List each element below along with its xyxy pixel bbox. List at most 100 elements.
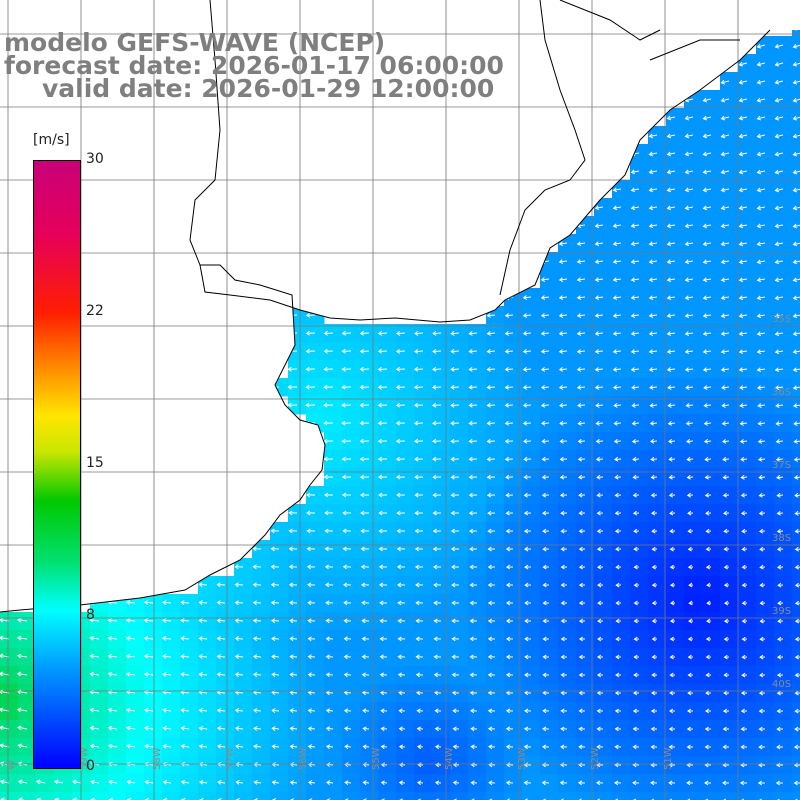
wind-cell — [270, 648, 289, 667]
wind-cell — [126, 666, 145, 685]
wind-arrow-head — [432, 546, 437, 552]
wind-cell — [648, 738, 667, 757]
wind-arrow-head — [468, 438, 473, 444]
wind-cell — [774, 774, 793, 793]
wind-cell — [792, 144, 800, 163]
wind-arrow — [272, 727, 280, 730]
wind-arrow-head — [343, 636, 348, 642]
wind-arrow-head — [450, 402, 455, 408]
wind-cell — [288, 738, 307, 757]
wind-cell — [414, 576, 433, 595]
wind-cell — [468, 414, 487, 433]
wind-arrow-head — [362, 780, 367, 786]
wind-cell — [540, 504, 559, 523]
wind-arrow-head — [522, 331, 528, 336]
wind-arrow-head — [198, 276, 203, 282]
wind-arrow-head — [323, 420, 328, 426]
wind-arrow-head — [758, 726, 763, 732]
wind-arrow-head — [612, 313, 618, 319]
wind-arrow-head — [559, 456, 564, 462]
wind-arrow-head — [702, 259, 708, 265]
wind-arrow — [613, 386, 622, 389]
wind-cell — [702, 432, 721, 451]
wind-arrow-head — [504, 385, 509, 390]
wind-arrow-head — [287, 384, 292, 390]
wind-arrow-head — [522, 313, 528, 318]
wind-cell — [468, 612, 487, 631]
wind-arrow-head — [705, 564, 711, 570]
wind-arrow — [217, 691, 226, 694]
wind-cell — [324, 414, 343, 433]
wind-arrow-head — [341, 474, 346, 480]
wind-arrow-head — [578, 492, 583, 498]
wind-cell — [558, 486, 577, 505]
wind-cell — [756, 558, 775, 577]
wind-arrow — [596, 458, 604, 460]
wind-cell — [108, 720, 127, 739]
wind-arrow-head — [468, 456, 473, 462]
wind-arrow — [235, 584, 244, 586]
wind-cell — [234, 630, 253, 649]
wind-arrow — [632, 440, 640, 443]
wind-arrow — [721, 134, 730, 138]
wind-arrow-head — [107, 671, 112, 677]
wind-cell — [558, 576, 577, 595]
wind-cell — [486, 432, 505, 451]
wind-arrow-head — [470, 744, 475, 750]
wind-arrow-head — [596, 726, 601, 732]
wind-arrow — [306, 314, 316, 316]
wind-cell — [198, 666, 217, 685]
wind-cell — [666, 630, 685, 649]
wind-arrow-head — [450, 384, 455, 390]
wind-cell — [630, 288, 649, 307]
wind-arrow-head — [632, 690, 638, 696]
wind-arrow-head — [342, 528, 347, 534]
wind-arrow-head — [723, 564, 729, 570]
wind-arrow-head — [666, 259, 672, 265]
wind-cell — [162, 612, 181, 631]
wind-cell — [684, 342, 703, 361]
wind-cell — [0, 720, 19, 739]
wind-cell — [594, 324, 613, 343]
wind-arrow-head — [343, 654, 348, 660]
wind-cell — [648, 756, 667, 775]
wind-cell — [540, 378, 559, 397]
wind-cell — [630, 378, 649, 397]
wind-arrow — [181, 637, 190, 640]
wind-arrow-head — [307, 600, 312, 606]
wind-arrow — [685, 242, 694, 245]
wind-arrow-head — [650, 744, 655, 750]
wind-arrow-head — [523, 528, 529, 534]
wind-cell — [198, 594, 217, 613]
wind-arrow — [541, 404, 550, 407]
wind-cell — [540, 738, 559, 757]
wind-arrow-head — [633, 636, 638, 642]
wind-cell — [504, 522, 523, 541]
wind-arrow-head — [630, 367, 636, 372]
wind-arrow — [290, 656, 298, 658]
wind-cell — [288, 774, 307, 793]
wind-cell — [720, 450, 739, 469]
wind-arrow-head — [469, 564, 474, 570]
wind-arrow-head — [143, 671, 149, 677]
wind-arrow-head — [359, 330, 365, 336]
wind-arrow — [757, 260, 766, 263]
wind-arrow-head — [668, 780, 673, 786]
wind-arrow-head — [558, 349, 564, 354]
wind-arrow-head — [614, 708, 619, 714]
wind-arrow-head — [702, 133, 708, 139]
wind-arrow — [90, 727, 100, 730]
wind-cell — [684, 432, 703, 451]
wind-arrow-head — [505, 780, 511, 786]
wind-cell — [324, 684, 343, 703]
wind-cell — [468, 792, 487, 800]
wind-arrow — [541, 422, 550, 424]
wind-arrow-head — [234, 654, 240, 659]
wind-arrow-head — [362, 726, 367, 732]
wind-arrow-head — [323, 366, 328, 372]
wind-cell — [630, 774, 649, 793]
wind-arrow — [126, 637, 136, 640]
wind-arrow-head — [361, 618, 366, 624]
wind-arrow — [91, 781, 100, 784]
wind-arrow-head — [450, 420, 455, 426]
